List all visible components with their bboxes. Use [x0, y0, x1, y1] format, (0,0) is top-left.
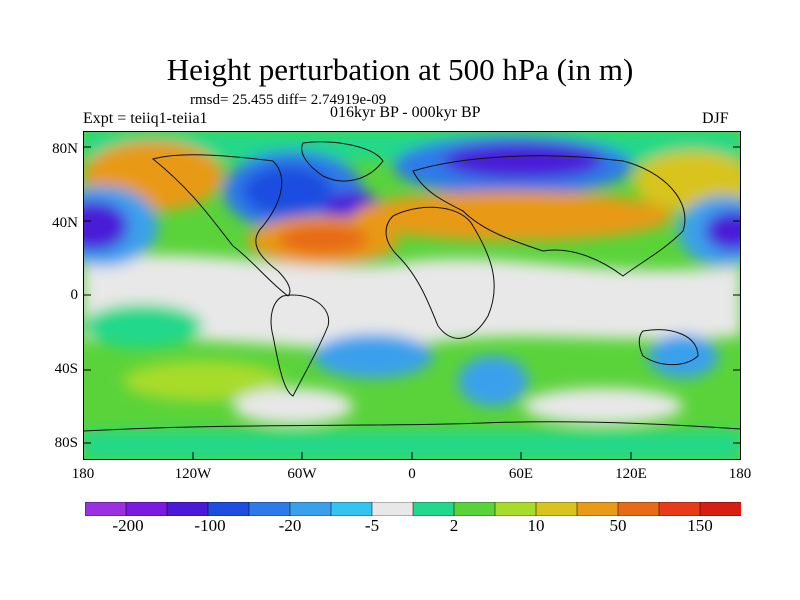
colorbar-label: 10	[527, 516, 545, 535]
lon-label: 180	[728, 466, 752, 482]
lon-label: 60W	[287, 466, 317, 482]
colorbar-swatch	[289, 502, 332, 516]
colorbar-swatch	[658, 502, 701, 516]
lon-label: 120E	[615, 466, 647, 482]
colorbar-swatch	[699, 502, 741, 516]
plot-title: Height perturbation at 500 hPa (in m)	[166, 52, 634, 87]
colorbar-swatch	[576, 502, 619, 516]
lat-label: 40S	[54, 361, 78, 377]
colorbar-swatch	[207, 502, 250, 516]
colorbar-swatch	[166, 502, 209, 516]
lat-label: 0	[70, 287, 79, 303]
stats-label: rmsd= 25.455 diff= 2.74919e-09	[190, 92, 387, 108]
colorbar-swatch	[125, 502, 168, 516]
experiment-label: Expt = teiiq1-teiia1	[83, 110, 208, 127]
colorbar-label: 150	[687, 516, 713, 535]
colorbar-swatch	[85, 502, 127, 516]
lat-label: 80N	[52, 141, 78, 157]
lat-label: 80S	[54, 435, 78, 451]
colorbar-swatch	[330, 502, 373, 516]
lon-label: 0	[408, 466, 416, 482]
colorbar-swatch	[371, 502, 414, 516]
coastlines	[83, 141, 741, 432]
axis-ticks	[83, 146, 741, 460]
colorbar-label: -200	[112, 516, 144, 535]
colorbar-swatch	[617, 502, 660, 516]
colorbar-label: -100	[194, 516, 226, 535]
colorbar-label: -5	[364, 516, 380, 535]
colorbar-swatch	[453, 502, 496, 516]
lon-label: 180	[71, 466, 95, 482]
season-label: DJF	[702, 110, 729, 127]
field-shading	[83, 131, 741, 460]
lon-label: 60E	[508, 466, 534, 482]
colorbar	[85, 502, 741, 516]
height-perturbation-map	[83, 131, 741, 460]
colorbar-swatch	[494, 502, 537, 516]
colorbar-label: -20	[278, 516, 302, 535]
lat-label: 40N	[52, 215, 78, 231]
colorbar-swatch	[412, 502, 455, 516]
colorbar-swatch	[248, 502, 291, 516]
lon-label: 120W	[174, 466, 212, 482]
colorbar-swatch	[535, 502, 578, 516]
period-label: 016kyr BP - 000kyr BP	[330, 104, 481, 121]
colorbar-label: 2	[449, 516, 459, 535]
colorbar-label: 50	[609, 516, 627, 535]
